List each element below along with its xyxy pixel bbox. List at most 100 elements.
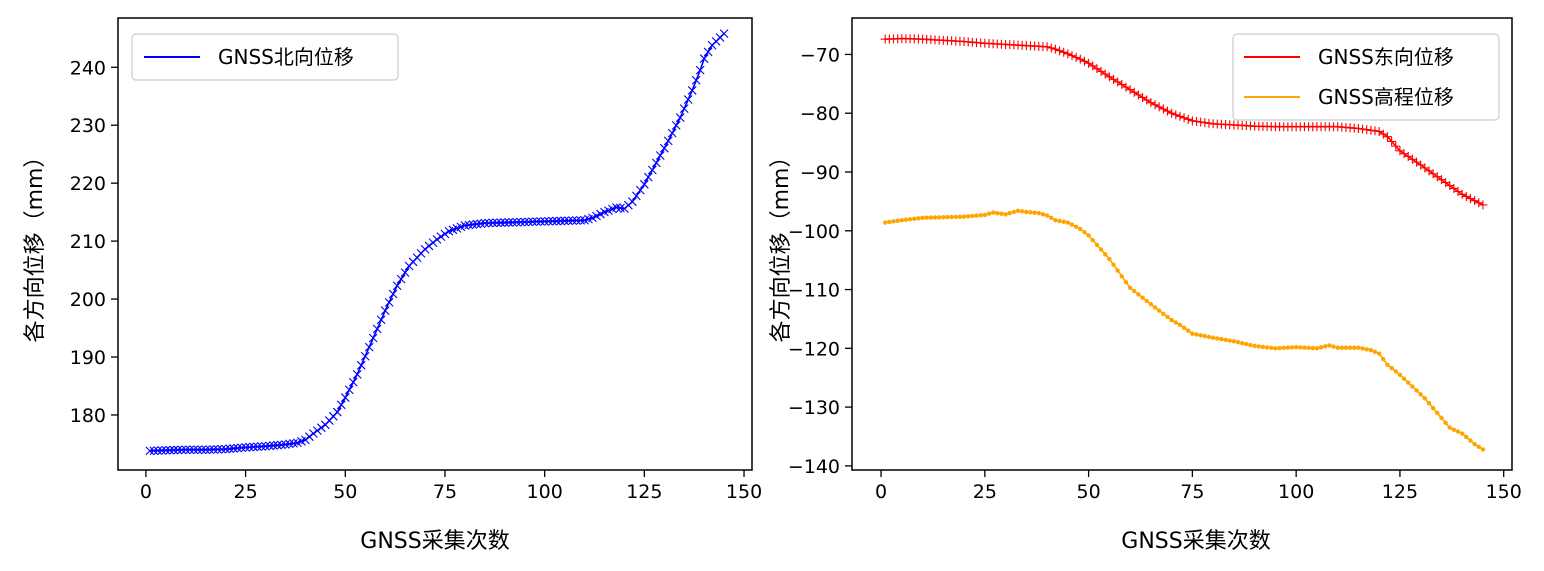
data-point-marker: [556, 216, 565, 226]
data-point-marker: [1194, 332, 1199, 337]
data-point-marker: [1480, 447, 1486, 452]
data-point-marker: [1079, 56, 1089, 66]
data-point-marker: [1235, 340, 1241, 345]
data-point-marker: [1044, 213, 1050, 218]
data-point-marker: [308, 429, 318, 438]
east-height-displacement-chart: 0 25 50 75 100 125 150 −70 −80 −90 −100 −110 −120 −13…: [769, 17, 1522, 554]
data-point-marker: [1314, 346, 1320, 351]
data-point-marker: [945, 214, 950, 220]
data-point-marker: [1154, 102, 1164, 112]
data-point-marker: [340, 393, 350, 402]
data-point-marker: [920, 215, 925, 221]
data-point-marker: [659, 143, 669, 153]
data-point-marker: [635, 185, 645, 195]
data-point-marker: [145, 446, 155, 456]
data-point-marker: [1049, 215, 1054, 221]
data-point-marker: [384, 297, 394, 307]
data-point-marker: [1327, 343, 1332, 348]
data-point-marker: [492, 218, 502, 228]
data-point-marker: [1273, 346, 1278, 351]
data-point-marker: [1368, 347, 1374, 353]
y-tick-label: −90: [800, 162, 840, 184]
data-point-marker: [1465, 194, 1475, 204]
data-point-marker: [540, 217, 550, 226]
data-point-marker: [1239, 340, 1245, 346]
data-point-marker: [1366, 125, 1376, 135]
data-point-marker: [1042, 42, 1052, 52]
data-point-marker: [1360, 346, 1365, 351]
data-point-marker: [1007, 210, 1012, 216]
data-point-marker: [1231, 339, 1237, 344]
data-point-marker: [1418, 392, 1423, 397]
data-point-marker: [376, 315, 386, 325]
data-point-marker: [576, 215, 585, 225]
data-point-marker: [1472, 441, 1477, 447]
data-point-marker: [1335, 345, 1340, 350]
data-point-marker: [1381, 357, 1386, 362]
data-point-marker: [1387, 136, 1397, 146]
data-point-marker: [332, 407, 342, 417]
data-point-marker: [1162, 106, 1172, 116]
data-point-marker: [1464, 434, 1469, 440]
data-point-marker: [468, 220, 478, 229]
data-point-marker: [1036, 210, 1041, 216]
data-point-marker: [388, 289, 398, 299]
data-point-marker: [1086, 233, 1091, 238]
data-point-marker: [966, 214, 971, 219]
data-point-marker: [1075, 54, 1085, 64]
data-point-marker: [1046, 43, 1056, 53]
data-point-marker: [261, 441, 270, 451]
data-point-marker: [241, 443, 250, 452]
data-point-marker: [273, 440, 282, 450]
data-point-marker: [1053, 217, 1058, 223]
data-point-marker: [532, 217, 542, 227]
x-tick-label: 150: [1486, 481, 1522, 503]
data-point-marker: [536, 217, 546, 226]
data-point-marker: [440, 229, 450, 239]
data-point-marker: [990, 210, 996, 215]
data-point-marker: [1353, 124, 1363, 134]
y-tick-label: 190: [70, 347, 106, 369]
data-point-marker: [1277, 345, 1282, 351]
data-point-marker: [1370, 126, 1380, 136]
data-point-marker: [564, 216, 573, 226]
data-point-marker: [1269, 345, 1274, 351]
data-point-marker: [1476, 444, 1481, 449]
data-point-marker: [1210, 335, 1216, 340]
data-point-marker: [1256, 344, 1261, 349]
data-point-marker: [1248, 342, 1253, 348]
y-tick-label: −80: [800, 103, 840, 125]
data-point-marker: [165, 445, 175, 455]
x-tick-label: 50: [1077, 481, 1101, 503]
data-point-marker: [1376, 351, 1382, 356]
data-point-marker: [970, 213, 975, 219]
data-point-marker: [344, 385, 354, 395]
data-point-marker: [1057, 218, 1062, 224]
data-point-marker: [1173, 320, 1178, 325]
data-point-marker: [516, 217, 526, 227]
data-point-marker: [1152, 305, 1158, 310]
data-point-marker: [1451, 427, 1457, 432]
data-point-marker: [544, 216, 554, 226]
y-tick-label: 220: [70, 173, 106, 195]
data-point-marker: [1455, 429, 1461, 434]
data-point-marker: [1323, 344, 1328, 349]
data-point-marker: [245, 442, 254, 452]
data-point-marker: [169, 445, 179, 455]
y-tick-label: 210: [70, 231, 106, 253]
data-point-marker: [719, 29, 729, 39]
data-point-marker: [912, 216, 917, 221]
data-point-marker: [1302, 345, 1307, 350]
data-point-marker: [1107, 256, 1112, 262]
data-point-marker: [679, 104, 689, 113]
data-point-marker: [683, 95, 693, 104]
data-point-marker: [1158, 104, 1168, 114]
data-point-marker: [982, 212, 988, 218]
data-point-marker: [436, 232, 446, 242]
data-point-marker: [1125, 85, 1135, 95]
data-point-marker: [1406, 380, 1411, 385]
plot-series-group: [880, 34, 1488, 452]
data-point-marker: [1028, 210, 1033, 215]
data-point-marker: [460, 221, 470, 230]
data-point-marker: [1391, 141, 1401, 151]
